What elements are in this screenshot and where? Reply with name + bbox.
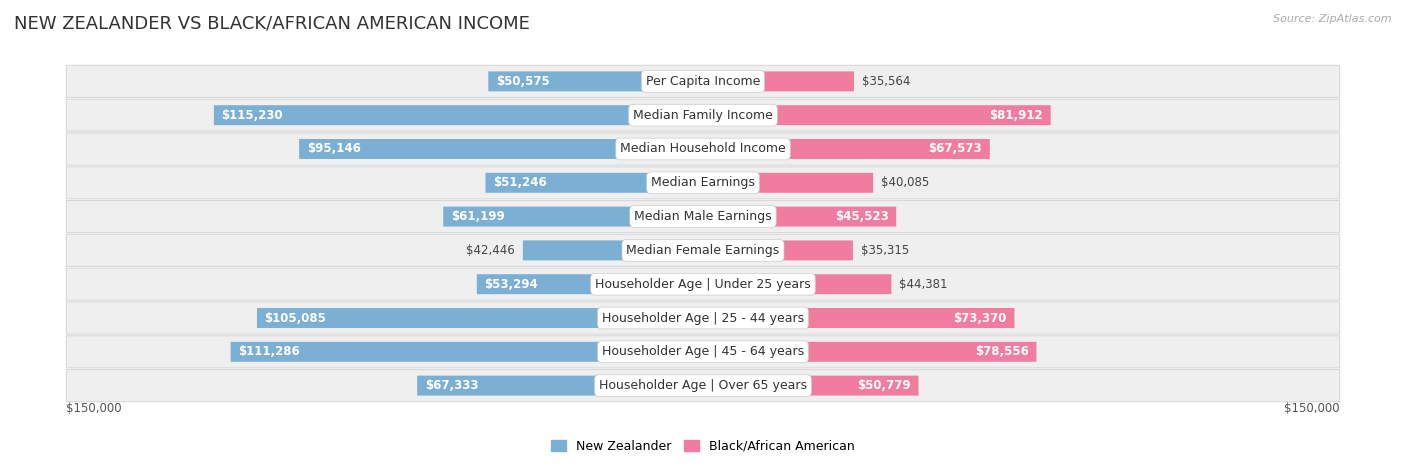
Text: $78,556: $78,556 bbox=[974, 345, 1029, 358]
FancyBboxPatch shape bbox=[418, 375, 703, 396]
FancyBboxPatch shape bbox=[66, 133, 1340, 165]
FancyBboxPatch shape bbox=[66, 268, 1340, 300]
FancyBboxPatch shape bbox=[703, 105, 1050, 125]
Text: $45,523: $45,523 bbox=[835, 210, 889, 223]
FancyBboxPatch shape bbox=[66, 234, 1340, 267]
Text: $42,446: $42,446 bbox=[467, 244, 515, 257]
FancyBboxPatch shape bbox=[299, 139, 703, 159]
FancyBboxPatch shape bbox=[703, 308, 1014, 328]
FancyBboxPatch shape bbox=[703, 173, 873, 193]
Text: Median Earnings: Median Earnings bbox=[651, 177, 755, 189]
FancyBboxPatch shape bbox=[703, 139, 990, 159]
FancyBboxPatch shape bbox=[703, 241, 853, 261]
Text: $67,333: $67,333 bbox=[425, 379, 478, 392]
FancyBboxPatch shape bbox=[66, 200, 1340, 233]
FancyBboxPatch shape bbox=[66, 99, 1340, 131]
FancyBboxPatch shape bbox=[703, 375, 918, 396]
Text: Householder Age | Over 65 years: Householder Age | Over 65 years bbox=[599, 379, 807, 392]
Text: $81,912: $81,912 bbox=[990, 109, 1043, 122]
FancyBboxPatch shape bbox=[703, 342, 1036, 362]
Text: Median Male Earnings: Median Male Earnings bbox=[634, 210, 772, 223]
Text: $111,286: $111,286 bbox=[238, 345, 299, 358]
FancyBboxPatch shape bbox=[66, 302, 1340, 334]
Legend: New Zealander, Black/African American: New Zealander, Black/African American bbox=[546, 435, 860, 458]
FancyBboxPatch shape bbox=[703, 274, 891, 294]
Text: $95,146: $95,146 bbox=[307, 142, 361, 156]
FancyBboxPatch shape bbox=[523, 241, 703, 261]
FancyBboxPatch shape bbox=[703, 71, 853, 92]
FancyBboxPatch shape bbox=[214, 105, 703, 125]
Text: $50,779: $50,779 bbox=[858, 379, 911, 392]
FancyBboxPatch shape bbox=[66, 336, 1340, 368]
Text: NEW ZEALANDER VS BLACK/AFRICAN AMERICAN INCOME: NEW ZEALANDER VS BLACK/AFRICAN AMERICAN … bbox=[14, 14, 530, 32]
FancyBboxPatch shape bbox=[231, 342, 703, 362]
Text: $35,315: $35,315 bbox=[860, 244, 908, 257]
Text: Householder Age | 45 - 64 years: Householder Age | 45 - 64 years bbox=[602, 345, 804, 358]
FancyBboxPatch shape bbox=[66, 167, 1340, 199]
Text: $115,230: $115,230 bbox=[222, 109, 283, 122]
FancyBboxPatch shape bbox=[66, 369, 1340, 402]
FancyBboxPatch shape bbox=[703, 206, 896, 226]
FancyBboxPatch shape bbox=[257, 308, 703, 328]
FancyBboxPatch shape bbox=[66, 65, 1340, 98]
Text: $51,246: $51,246 bbox=[494, 177, 547, 189]
Text: Householder Age | Under 25 years: Householder Age | Under 25 years bbox=[595, 278, 811, 290]
FancyBboxPatch shape bbox=[477, 274, 703, 294]
Text: $150,000: $150,000 bbox=[1284, 402, 1340, 415]
Text: Source: ZipAtlas.com: Source: ZipAtlas.com bbox=[1274, 14, 1392, 24]
Text: Householder Age | 25 - 44 years: Householder Age | 25 - 44 years bbox=[602, 311, 804, 325]
Text: Median Household Income: Median Household Income bbox=[620, 142, 786, 156]
Text: $73,370: $73,370 bbox=[953, 311, 1007, 325]
Text: $53,294: $53,294 bbox=[485, 278, 538, 290]
FancyBboxPatch shape bbox=[488, 71, 703, 92]
Text: Median Female Earnings: Median Female Earnings bbox=[627, 244, 779, 257]
Text: $35,564: $35,564 bbox=[862, 75, 910, 88]
Text: $105,085: $105,085 bbox=[264, 311, 326, 325]
Text: Median Family Income: Median Family Income bbox=[633, 109, 773, 122]
FancyBboxPatch shape bbox=[485, 173, 703, 193]
Text: $50,575: $50,575 bbox=[496, 75, 550, 88]
Text: $44,381: $44,381 bbox=[898, 278, 948, 290]
Text: $40,085: $40,085 bbox=[880, 177, 929, 189]
Text: Per Capita Income: Per Capita Income bbox=[645, 75, 761, 88]
Text: $67,573: $67,573 bbox=[928, 142, 983, 156]
FancyBboxPatch shape bbox=[443, 206, 703, 226]
Text: $61,199: $61,199 bbox=[451, 210, 505, 223]
Text: $150,000: $150,000 bbox=[66, 402, 122, 415]
